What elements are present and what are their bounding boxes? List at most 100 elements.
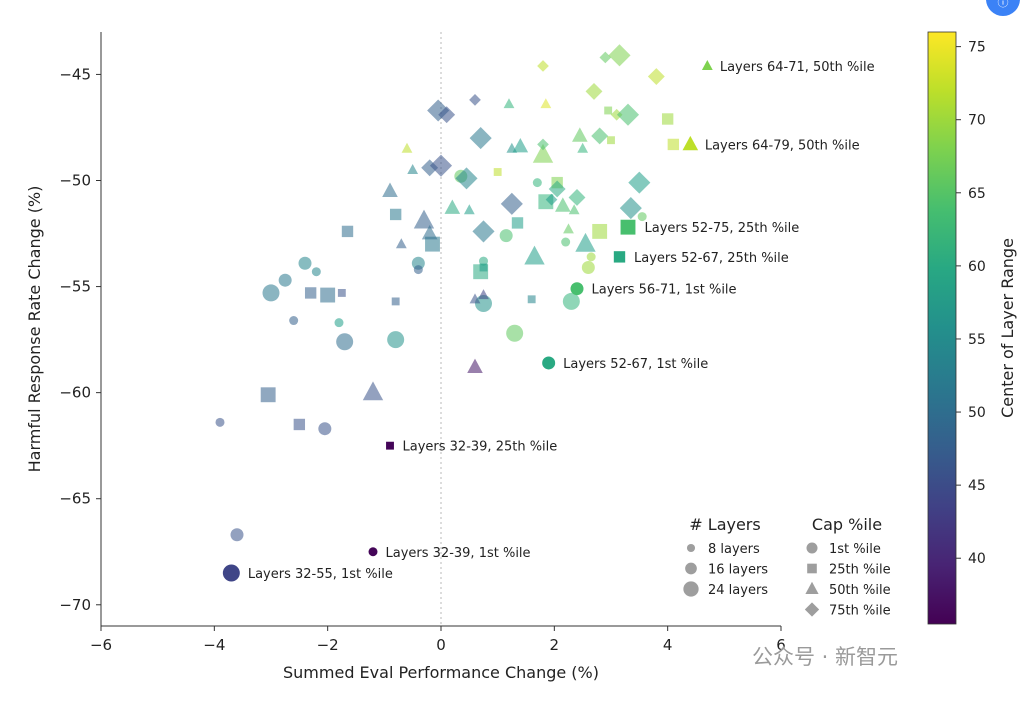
- data-point: [334, 318, 344, 328]
- legend-cap-label: 75th %ile: [829, 604, 891, 619]
- legend-cap-label: 50th %ile: [829, 583, 891, 598]
- data-point: [391, 297, 400, 306]
- point-annotation: Layers 32-39, 25th %ile: [403, 440, 558, 455]
- colorbar-tick-label: 50: [968, 405, 986, 421]
- data-point: [401, 142, 413, 153]
- data-point: [561, 237, 571, 247]
- data-point: [336, 333, 354, 351]
- data-point: [537, 138, 549, 151]
- data-point: [661, 113, 674, 125]
- legend-layers-label: 16 layers: [708, 563, 768, 578]
- data-point: [524, 245, 545, 265]
- colorbar: [927, 31, 957, 625]
- data-point: [444, 199, 461, 214]
- data-point: [455, 167, 478, 190]
- point-annotation: Layers 64-79, 50th %ile: [705, 138, 860, 153]
- y-axis-title: Harmful Response Rate Change (%): [25, 186, 44, 473]
- legend-cap-label: 1st %ile: [829, 542, 881, 557]
- data-point: [555, 197, 571, 212]
- data-point: [341, 225, 354, 238]
- data-point: [293, 418, 306, 431]
- colorbar-tick-label: 70: [968, 113, 986, 129]
- data-point: [628, 171, 651, 194]
- point-annotation: Layers 56-71, 1st %ile: [592, 283, 737, 298]
- data-point: [395, 238, 407, 249]
- point-annotation: Layers 32-55, 1st %ile: [248, 567, 393, 582]
- data-point: [499, 229, 513, 243]
- data-point: [389, 208, 402, 221]
- highlighted-data-point: [620, 219, 636, 235]
- y-tick-label: −50: [59, 172, 91, 190]
- legend-cap-marker: [807, 563, 817, 574]
- data-point: [537, 60, 549, 72]
- data-point: [320, 287, 336, 303]
- colorbar-tick-label: 65: [968, 186, 986, 202]
- colorbar-tick-label: 45: [968, 478, 986, 494]
- data-point: [572, 127, 588, 142]
- data-point: [500, 192, 523, 215]
- data-point: [427, 99, 450, 122]
- data-point: [610, 108, 623, 121]
- highlighted-data-point: [701, 60, 713, 70]
- y-tick-label: −60: [59, 384, 91, 402]
- point-annotation: Layers 52-67, 25th %ile: [634, 251, 789, 266]
- data-point: [568, 204, 580, 215]
- data-point: [463, 204, 475, 215]
- data-point: [545, 193, 558, 206]
- data-point: [616, 103, 640, 126]
- data-point: [278, 273, 292, 287]
- legend-layers-label: 8 layers: [708, 542, 760, 557]
- legend-layers-title: # Layers: [689, 515, 760, 534]
- legend-cap-marker: [806, 542, 818, 554]
- data-point: [260, 387, 276, 403]
- data-point: [585, 82, 603, 100]
- data-point: [619, 197, 642, 220]
- data-point: [532, 178, 542, 188]
- legend-cap-title: Cap %ile: [812, 515, 882, 534]
- data-point: [429, 154, 453, 177]
- data-point: [467, 358, 483, 374]
- data-point: [479, 256, 488, 266]
- legend-layers-marker: [686, 543, 696, 553]
- highlighted-data-point: [682, 135, 699, 151]
- legend-layers-marker: [685, 562, 697, 575]
- colorbar-title: Center of Layer Range: [998, 238, 1017, 418]
- data-point: [413, 209, 435, 229]
- highlighted-data-point: [386, 441, 394, 450]
- data-point: [407, 163, 419, 174]
- highlighted-data-point: [570, 282, 584, 296]
- y-tick-label: −45: [59, 65, 91, 83]
- data-point: [608, 44, 631, 67]
- data-point: [438, 106, 456, 124]
- data-point: [667, 138, 680, 151]
- colorbar-tick-label: 40: [968, 551, 986, 567]
- data-point: [469, 127, 492, 150]
- data-point: [337, 288, 346, 297]
- data-point: [568, 189, 586, 206]
- colorbar-tick-label: 60: [968, 259, 986, 275]
- data-point: [562, 292, 580, 310]
- data-point: [527, 295, 536, 304]
- x-tick-label: 2: [550, 636, 560, 654]
- data-point: [503, 98, 515, 109]
- data-point: [425, 236, 440, 252]
- info-badge-icon[interactable]: ⓘ: [986, 0, 1020, 16]
- data-point: [637, 212, 647, 222]
- data-point: [387, 331, 405, 349]
- highlighted-data-point: [368, 547, 378, 557]
- data-point: [581, 260, 595, 274]
- data-point: [548, 180, 566, 198]
- legend-cap-label: 25th %ile: [829, 563, 891, 578]
- colorbar-tick-label: 75: [968, 40, 986, 56]
- data-point: [262, 284, 280, 302]
- colorbar-tick-label: 55: [968, 332, 986, 348]
- data-point: [540, 98, 552, 109]
- y-tick-label: −65: [59, 490, 91, 508]
- data-point: [604, 106, 613, 115]
- x-axis-title: Summed Eval Performance Change (%): [283, 663, 599, 682]
- data-point: [311, 267, 321, 277]
- point-annotation: Layers 32-39, 1st %ile: [386, 546, 531, 561]
- legend-cap-marker: [805, 581, 819, 594]
- data-point: [298, 256, 312, 270]
- data-point: [563, 223, 574, 234]
